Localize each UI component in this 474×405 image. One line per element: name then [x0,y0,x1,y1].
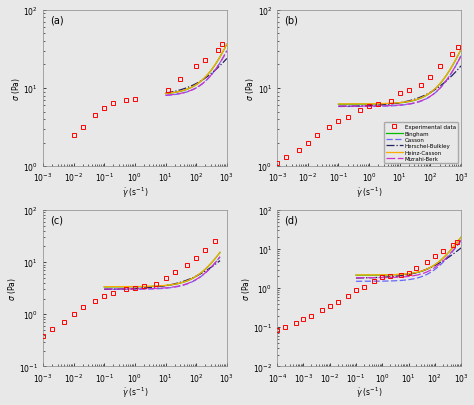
Text: (d): (d) [284,215,298,225]
X-axis label: $\dot{\gamma}$ (s$^{-1}$): $\dot{\gamma}$ (s$^{-1}$) [356,385,383,399]
X-axis label: $\dot{\gamma}$ (s$^{-1}$): $\dot{\gamma}$ (s$^{-1}$) [122,185,148,200]
Y-axis label: $\sigma$ (Pa): $\sigma$ (Pa) [10,77,22,100]
X-axis label: $\dot{\gamma}$ (s$^{-1}$): $\dot{\gamma}$ (s$^{-1}$) [356,185,383,200]
X-axis label: $\dot{\gamma}$ (s$^{-1}$): $\dot{\gamma}$ (s$^{-1}$) [122,385,148,399]
Legend: Experimental data, Bingham, Casson, Herschel-Bulkley, Heinz-Casson, Mizrahi-Berk: Experimental data, Bingham, Casson, Hers… [384,123,458,164]
Text: (b): (b) [284,15,299,26]
Text: (c): (c) [50,215,64,225]
Y-axis label: $\sigma$ (Pa): $\sigma$ (Pa) [6,277,18,301]
Text: (a): (a) [50,15,64,26]
Y-axis label: $\sigma$ (Pa): $\sigma$ (Pa) [240,277,252,301]
Y-axis label: $\sigma$ (Pa): $\sigma$ (Pa) [244,77,256,100]
